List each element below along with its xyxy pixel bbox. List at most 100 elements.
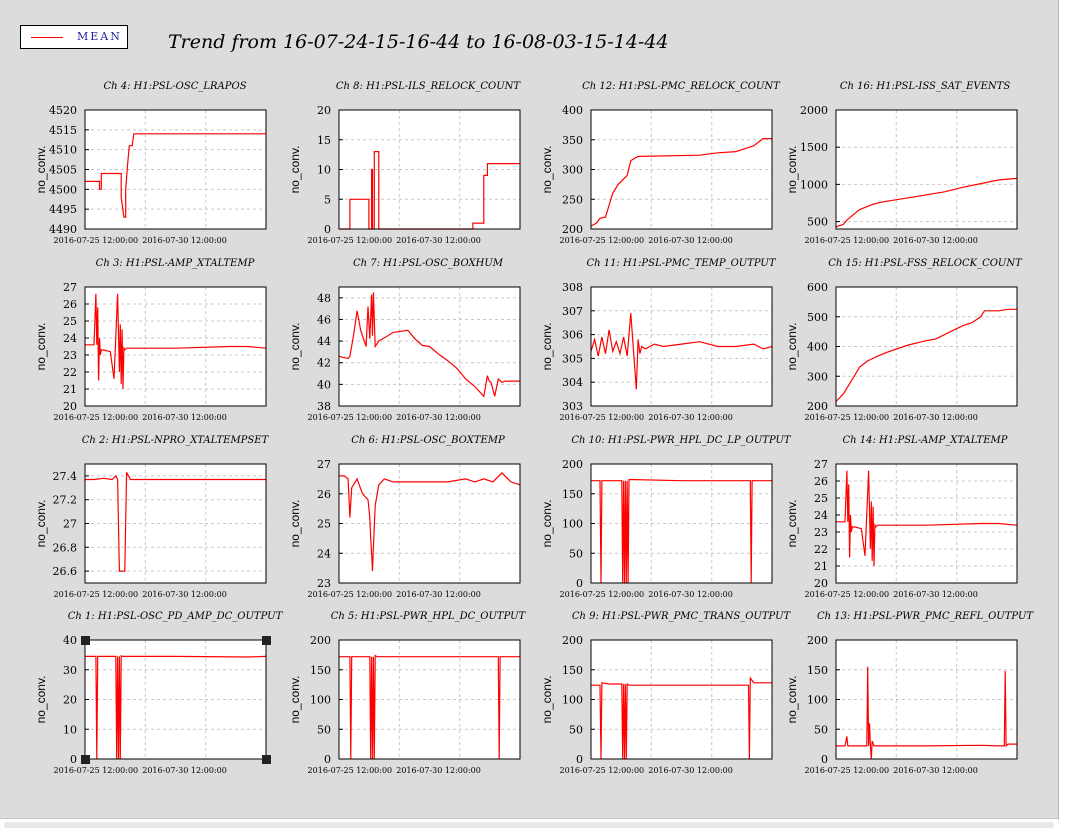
y-tick-label: 26	[814, 475, 828, 488]
series-line	[85, 293, 267, 390]
y-tick-label: 307	[562, 305, 583, 318]
series-line	[85, 133, 266, 218]
x-tick-label: 2016-07-30 12:00:00	[142, 766, 227, 775]
vertical-scrollbar[interactable]	[1058, 0, 1080, 832]
y-tick-label: 26.8	[53, 541, 78, 554]
series-line	[339, 654, 520, 760]
chart-panel: Ch 5: H1:PSL-PWR_HPL_DC_OUTPUT 200 150 100 5…	[288, 611, 527, 775]
chart-panel: Ch 4: H1:PSL-OSC_LRAPOS 4520 4515 4510 4505 4…	[34, 81, 267, 245]
legend-swatch	[31, 37, 63, 38]
series-line	[836, 470, 1018, 567]
y-tick-label: 50	[317, 723, 331, 736]
selection-handle	[81, 755, 90, 764]
x-tick-label: 2016-07-25 12:00:00	[308, 413, 393, 422]
x-tick-label: 2016-07-30 12:00:00	[648, 590, 733, 599]
y-tick-label: 0	[821, 753, 828, 766]
y-axis-label: no_conv.	[540, 146, 554, 194]
y-tick-label: 27.4	[53, 470, 78, 483]
x-tick-label: 2016-07-30 12:00:00	[142, 413, 227, 422]
y-axis-label: no_conv.	[785, 676, 799, 724]
x-tick-label: 2016-07-25 12:00:00	[54, 413, 139, 422]
x-tick-label: 2016-07-30 12:00:00	[396, 766, 481, 775]
y-tick-label: 303	[562, 400, 583, 413]
y-tick-label: 38	[317, 400, 331, 413]
x-tick-label: 2016-07-30 12:00:00	[893, 590, 978, 599]
y-tick-label: 200	[562, 634, 583, 647]
series-line	[835, 308, 1017, 402]
x-tick-label: 2016-07-30 12:00:00	[648, 413, 733, 422]
chart-panel: Ch 6: H1:PSL-OSC_BOXTEMP27262524232016-0…	[288, 435, 521, 599]
chart-panel: Ch 9: H1:PSL-PWR_PMC_TRANS_OUTPUT 200 150 1…	[540, 611, 792, 775]
chart-title: Ch 5: H1:PSL-PWR_HPL_DC_OUTPUT	[331, 611, 527, 622]
chart-panel: Ch 14: H1:PSL-AMP_XTALTEMP 27 26 25 24 23 22 21…	[785, 435, 1018, 599]
y-axis-label: no_conv.	[785, 323, 799, 371]
y-tick-label: 0	[70, 753, 77, 766]
y-axis-label: no_conv.	[288, 146, 302, 194]
y-tick-label: 20	[63, 400, 77, 413]
plot-frame	[84, 463, 267, 584]
y-tick-label: 50	[814, 723, 828, 736]
plot-frame	[338, 109, 521, 230]
series-line	[339, 472, 521, 572]
y-tick-label: 150	[310, 664, 331, 677]
x-tick-label: 2016-07-30 12:00:00	[648, 236, 733, 245]
x-tick-label: 2016-07-25 12:00:00	[54, 236, 139, 245]
chart-panel: Ch 8: H1:PSL-ILS_RELOCK_COUNT20151050201…	[288, 81, 521, 245]
y-tick-label: 200	[562, 223, 583, 236]
y-tick-label: 150	[562, 664, 583, 677]
y-tick-label: 200	[310, 634, 331, 647]
x-tick-label: 2016-07-30 12:00:00	[893, 766, 978, 775]
chart-title: Ch 11: H1:PSL-PMC_TEMP_OUTPUT	[586, 258, 776, 269]
chart-panel: Ch 10: H1:PSL-PWR_HPL_DC_LP_OUTPUT 200 150…	[540, 435, 792, 599]
y-tick-label: 40	[63, 634, 77, 647]
selection-handle	[262, 755, 271, 764]
chart-title: Ch 15: H1:PSL-FSS_RELOCK_COUNT	[828, 258, 1023, 269]
x-tick-label: 2016-07-30 12:00:00	[396, 590, 481, 599]
y-tick-label: 23	[317, 577, 331, 590]
selection-handle	[262, 636, 271, 645]
x-tick-label: 2016-07-30 12:00:00	[396, 236, 481, 245]
y-tick-label: 0	[324, 753, 331, 766]
y-tick-label: 22	[63, 366, 77, 379]
y-axis-label: no_conv.	[288, 500, 302, 548]
y-tick-label: 10	[317, 164, 331, 177]
y-tick-label: 23	[63, 349, 77, 362]
y-tick-label: 50	[569, 547, 583, 560]
chart-title: Ch 9: H1:PSL-PWR_PMC_TRANS_OUTPUT	[572, 611, 792, 622]
y-tick-label: 0	[576, 753, 583, 766]
y-tick-label: 306	[562, 329, 583, 342]
chart-title: Ch 7: H1:PSL-OSC_BOXHUM	[353, 258, 504, 269]
series-line	[339, 151, 520, 230]
trend-plot-grid: Ch 4: H1:PSL-OSC_LRAPOS 4520 4515 4510 4505 4…	[34, 81, 1034, 775]
series-line	[835, 177, 1018, 228]
y-axis-label: no_conv.	[785, 500, 799, 548]
y-tick-label: 4510	[49, 144, 77, 157]
y-tick-label: 27	[63, 281, 77, 294]
chart-title: Ch 4: H1:PSL-OSC_LRAPOS	[103, 81, 246, 92]
x-tick-label: 2016-07-25 12:00:00	[805, 413, 890, 422]
y-tick-label: 5	[324, 193, 331, 206]
series-line	[590, 138, 772, 227]
horizontal-scrollbar[interactable]	[0, 818, 1058, 832]
y-tick-label: 4515	[49, 124, 77, 137]
y-tick-label: 25	[814, 492, 828, 505]
chart-panel: Ch 11: H1:PSL-PMC_TEMP_OUTPUT 308 307 306 30…	[540, 258, 777, 422]
chart-title: Ch 8: H1:PSL-ILS_RELOCK_COUNT	[336, 81, 521, 92]
chart-title: Ch 3: H1:PSL-AMP_XTALTEMP	[96, 258, 255, 269]
selection-handle	[81, 636, 90, 645]
y-tick-label: 200	[562, 458, 583, 471]
series-line	[85, 472, 266, 572]
y-tick-label: 500	[807, 311, 828, 324]
plot-frame	[338, 286, 521, 407]
y-tick-label: 4505	[49, 164, 77, 177]
y-tick-label: 15	[317, 134, 331, 147]
y-tick-label: 100	[562, 694, 583, 707]
x-tick-label: 2016-07-25 12:00:00	[308, 236, 393, 245]
y-tick-label: 308	[562, 281, 583, 294]
y-axis-label: no_conv.	[540, 323, 554, 371]
x-tick-label: 2016-07-25 12:00:00	[560, 413, 645, 422]
y-tick-label: 305	[562, 352, 583, 365]
y-tick-label: 48	[317, 292, 331, 305]
chart-panel: Ch 16: H1:PSL-ISS_SAT_EVENTS 2000 1500 1000…	[785, 81, 1018, 245]
y-tick-label: 200	[807, 634, 828, 647]
